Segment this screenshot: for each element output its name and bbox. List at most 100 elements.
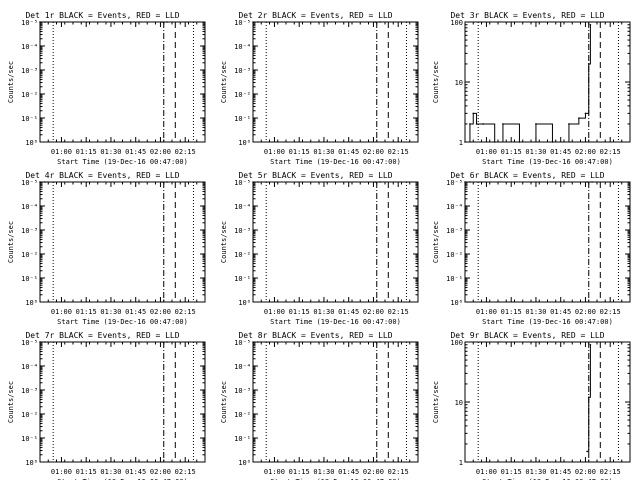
data-point (374, 21, 376, 23)
panel-title: Det 2r BLACK = Events, RED = LLD (238, 11, 392, 20)
x-tick-label: 01:45 (338, 468, 359, 476)
x-tick-label: 02:15 (600, 308, 621, 316)
x-tick-label: 01:30 (313, 148, 334, 156)
data-point (252, 21, 254, 23)
y-tick-label: 10⁻² (446, 251, 463, 259)
x-axis-label: Start Time (19-Dec-16 00:47:00) (482, 318, 613, 326)
data-point (464, 141, 466, 143)
x-axis-label: Start Time (19-Dec-16 00:47:00) (57, 478, 188, 480)
y-tick-label: 10⁻⁵ (234, 339, 251, 347)
x-tick-label: 01:15 (289, 308, 310, 316)
x-axis-label: Start Time (19-Dec-16 00:47:00) (482, 158, 613, 166)
data-point (39, 21, 41, 23)
y-tick-label: 10⁰ (25, 299, 38, 307)
x-axis-label: Start Time (19-Dec-16 00:47:00) (270, 158, 401, 166)
x-tick-label: 02:15 (388, 148, 409, 156)
x-tick-label: 02:00 (575, 468, 596, 476)
y-tick-label: 10⁻⁴ (234, 203, 251, 211)
y-tick-label: 10⁻⁴ (21, 203, 38, 211)
x-tick-label: 01:00 (264, 308, 285, 316)
y-axis-label: Counts/sec (220, 221, 228, 263)
x-tick-label: 01:15 (501, 468, 522, 476)
y-tick-label: 10⁻⁴ (446, 203, 463, 211)
y-tick-label: 10⁻² (21, 411, 38, 419)
plot-frame (39, 181, 206, 303)
panel-title: Det 5r BLACK = Events, RED = LLD (238, 171, 392, 180)
plot-frame (252, 21, 419, 143)
y-tick-label: 10⁻⁵ (21, 339, 38, 347)
detector-panel-1: Det 1r BLACK = Events, RED = LLD 10⁰ 10⁻¹ 1… (7, 11, 206, 166)
data-point (586, 450, 588, 453)
x-tick-label: 01:00 (51, 468, 72, 476)
data-point (469, 123, 471, 125)
panel-title: Det 4r BLACK = Events, RED = LLD (25, 171, 179, 180)
detector-panel-4: Det 4r BLACK = Events, RED = LLD 10⁰ 10⁻¹ 1… (7, 171, 206, 326)
data-point (39, 341, 41, 343)
data-point (44, 21, 46, 23)
data-point (252, 181, 254, 183)
y-tick-label: 1 (459, 139, 463, 147)
plot-frame (252, 181, 419, 303)
y-axis-label: Counts/sec (7, 381, 15, 423)
y-tick-label: 10⁰ (238, 139, 251, 147)
x-tick-label: 02:00 (150, 468, 171, 476)
x-tick-label: 02:15 (175, 148, 196, 156)
x-tick-label: 01:00 (476, 308, 497, 316)
y-tick-label: 10⁻³ (21, 227, 38, 235)
y-tick-label: 100 (450, 19, 463, 27)
detector-panel-7: Det 7r BLACK = Events, RED = LLD 10⁰ 10⁻¹ 1… (7, 331, 206, 480)
data-point (469, 181, 471, 183)
x-tick-label: 02:00 (575, 148, 596, 156)
data-point (379, 181, 381, 183)
y-tick-label: 10⁻¹ (21, 435, 38, 443)
data-point (379, 341, 381, 343)
x-tick-label: 02:15 (388, 468, 409, 476)
data-point (257, 341, 259, 343)
x-tick-label: 01:45 (550, 468, 571, 476)
x-tick-label: 02:15 (175, 308, 196, 316)
y-axis-label: Counts/sec (7, 221, 15, 263)
data-point (464, 181, 466, 183)
x-axis-label: Start Time (19-Dec-16 00:47:00) (57, 318, 188, 326)
y-tick-label: 10⁻⁴ (21, 43, 38, 51)
events-series-line (587, 344, 591, 452)
data-point (584, 112, 587, 115)
x-tick-label: 01:30 (525, 468, 546, 476)
y-tick-label: 10⁻⁵ (234, 19, 251, 27)
x-tick-label: 02:00 (363, 468, 384, 476)
data-point (257, 21, 259, 23)
detector-panel-8: Det 8r BLACK = Events, RED = LLD 10⁰ 10⁻¹ 1… (220, 331, 419, 480)
x-tick-label: 01:15 (501, 148, 522, 156)
y-tick-label: 10⁻⁵ (21, 179, 38, 187)
x-tick-label: 01:45 (550, 148, 571, 156)
y-tick-label: 10⁰ (25, 139, 38, 147)
x-tick-label: 01:15 (289, 148, 310, 156)
y-tick-label: 10⁻³ (234, 227, 251, 235)
data-point (518, 141, 521, 143)
x-tick-label: 01:00 (264, 468, 285, 476)
plot-frame (464, 181, 631, 303)
x-tick-label: 02:00 (363, 308, 384, 316)
x-tick-label: 01:15 (289, 468, 310, 476)
y-axis-label: Counts/sec (220, 381, 228, 423)
data-point (589, 343, 592, 346)
data-point (568, 123, 570, 125)
y-tick-label: 10⁻⁵ (446, 179, 463, 187)
x-tick-label: 02:15 (600, 148, 621, 156)
data-point (39, 181, 41, 183)
y-tick-label: 10⁰ (25, 459, 38, 467)
y-tick-label: 10⁻² (21, 251, 38, 259)
y-tick-label: 10⁻⁴ (21, 363, 38, 371)
y-tick-label: 10⁻² (234, 411, 251, 419)
panel-title: Det 7r BLACK = Events, RED = LLD (25, 331, 179, 340)
y-tick-label: 10⁻¹ (21, 115, 38, 123)
y-tick-label: 10⁻³ (234, 67, 251, 75)
data-point (587, 396, 590, 399)
panel-title: Det 3r BLACK = Events, RED = LLD (450, 11, 604, 20)
x-tick-label: 01:30 (100, 148, 121, 156)
y-tick-label: 10⁻² (234, 91, 251, 99)
plot-frame (464, 341, 631, 463)
x-tick-label: 01:30 (313, 308, 334, 316)
data-point (493, 141, 496, 143)
x-tick-label: 01:15 (76, 308, 97, 316)
